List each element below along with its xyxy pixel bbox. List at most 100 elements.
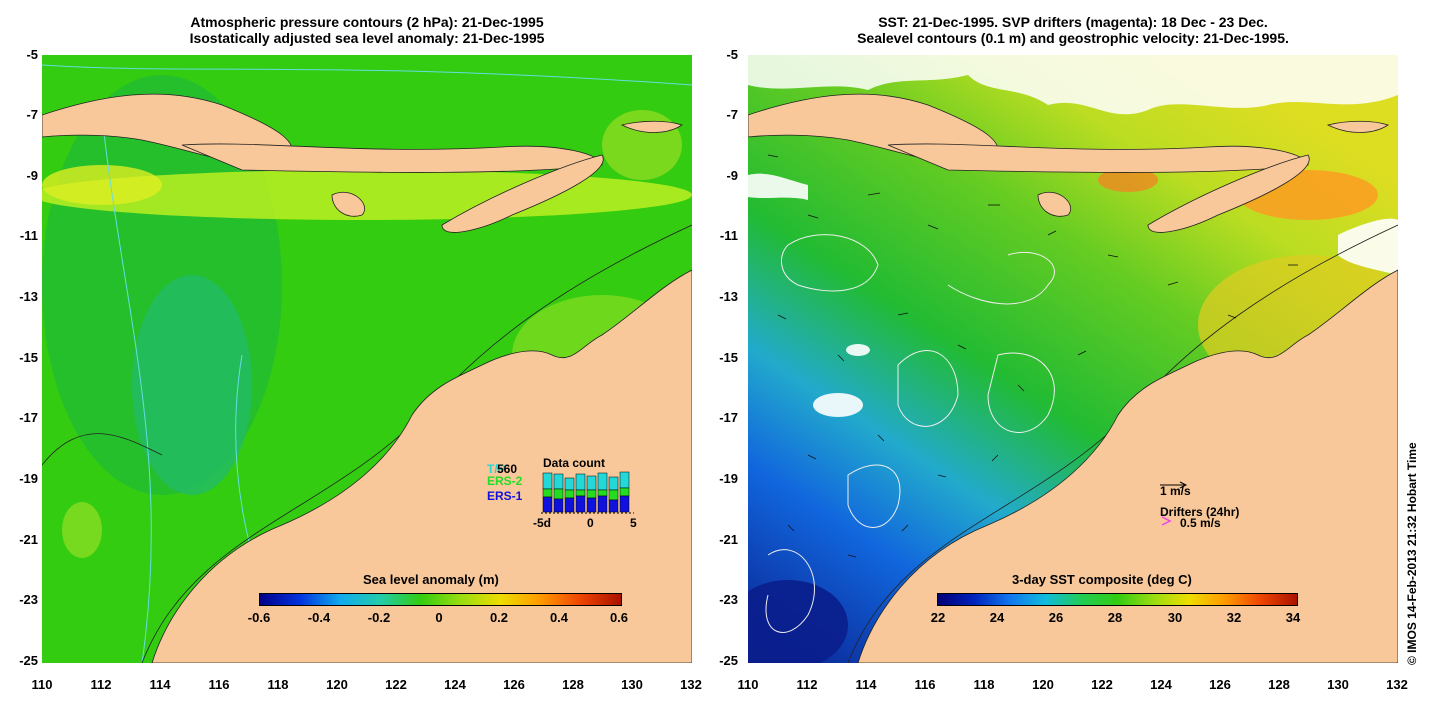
histogram-bar bbox=[575, 495, 586, 513]
histogram-bar bbox=[553, 473, 564, 490]
lon-tick: 112 bbox=[796, 677, 818, 692]
histogram-bar bbox=[608, 499, 619, 513]
sst-colorbar-label: 26 bbox=[1048, 610, 1064, 625]
velocity-arrow bbox=[957, 344, 967, 350]
lon-tick: 122 bbox=[385, 677, 407, 692]
lat-tick: -9 bbox=[26, 168, 38, 183]
island-lesser-sunda bbox=[887, 143, 1309, 173]
velocity-arrow bbox=[867, 192, 881, 196]
lon-tick: 132 bbox=[1386, 677, 1408, 692]
velocity-arrow bbox=[1107, 254, 1119, 258]
sst-colorbar-label: 28 bbox=[1107, 610, 1123, 625]
sla-colorbar-label: -0.2 bbox=[367, 610, 391, 625]
lon-tick: 128 bbox=[562, 677, 584, 692]
data-count-axis-label: 0 bbox=[587, 516, 594, 530]
sla-colorbar-label: -0.4 bbox=[307, 610, 331, 625]
sla-colorbar-label: -0.6 bbox=[247, 610, 271, 625]
lat-tick: -5 bbox=[26, 47, 38, 62]
lat-tick: -13 bbox=[19, 289, 38, 304]
lon-tick: 120 bbox=[326, 677, 348, 692]
histogram-bar bbox=[575, 473, 586, 491]
velocity-arrow bbox=[1077, 350, 1087, 356]
cloud-mask bbox=[813, 393, 863, 417]
sst-colorbar-label: 22 bbox=[930, 610, 946, 625]
australia-land bbox=[857, 269, 1398, 663]
velocity-arrow bbox=[837, 354, 845, 362]
lon-tick: 114 bbox=[855, 677, 877, 692]
sealevel-contour bbox=[765, 549, 815, 633]
australia-land bbox=[151, 269, 692, 663]
cloud-mask bbox=[748, 55, 1398, 115]
velocity-legend-arrow bbox=[1160, 481, 1188, 489]
sla-map-canvas bbox=[42, 55, 692, 663]
velocity-arrow bbox=[991, 454, 999, 462]
histogram-bar bbox=[564, 477, 575, 491]
data-count-histogram bbox=[541, 471, 634, 514]
velocity-arrow bbox=[767, 154, 779, 158]
lat-tick: -11 bbox=[719, 228, 738, 243]
data-count-title: Data count bbox=[543, 456, 606, 470]
lon-tick: 116 bbox=[208, 677, 230, 692]
lat-tick: -21 bbox=[719, 532, 738, 547]
island-timor bbox=[441, 154, 604, 233]
velocity-legend-label: 1 m/s bbox=[1160, 484, 1191, 498]
lat-tick: -17 bbox=[19, 410, 38, 425]
sst-colorbar-title: 3-day SST composite (deg C) bbox=[1012, 572, 1192, 587]
histogram-bar bbox=[608, 489, 619, 501]
histogram-bar bbox=[564, 489, 575, 499]
lat-tick: -19 bbox=[19, 471, 38, 486]
sla-colorbar-label: 0.4 bbox=[549, 610, 569, 625]
lon-tick: 118 bbox=[973, 677, 995, 692]
lat-tick: -17 bbox=[719, 410, 738, 425]
sla-low-core bbox=[132, 275, 252, 495]
lon-tick: 116 bbox=[914, 677, 936, 692]
sla-colorbar-title: Sea level anomaly (m) bbox=[363, 572, 499, 587]
pressure-contour bbox=[42, 64, 692, 86]
sla-colorbar-label: 0.6 bbox=[609, 610, 629, 625]
lon-tick: 132 bbox=[680, 677, 702, 692]
sla-colorbar-label: 0.2 bbox=[489, 610, 509, 625]
lat-tick: -15 bbox=[19, 350, 38, 365]
lon-tick: 110 bbox=[737, 677, 759, 692]
sst-map-canvas bbox=[748, 55, 1398, 663]
lat-tick: -5 bbox=[726, 47, 738, 62]
lon-tick: 118 bbox=[267, 677, 289, 692]
sst-colorbar bbox=[937, 593, 1298, 606]
histogram-bar bbox=[553, 498, 564, 513]
lat-tick: -23 bbox=[719, 592, 738, 607]
histogram-bar bbox=[619, 495, 630, 513]
sst-colorbar-label: 34 bbox=[1285, 610, 1301, 625]
ers1-label: ERS-1 bbox=[487, 489, 523, 503]
lat-tick: -9 bbox=[726, 168, 738, 183]
velocity-arrow bbox=[807, 214, 819, 219]
lon-tick: 130 bbox=[621, 677, 643, 692]
histogram-bar bbox=[597, 489, 608, 497]
drifter-legend-marker bbox=[1161, 516, 1172, 526]
velocity-arrow bbox=[1047, 230, 1057, 236]
lon-tick: 112 bbox=[90, 677, 112, 692]
lon-tick: 128 bbox=[1268, 677, 1290, 692]
histogram-bar bbox=[586, 475, 597, 491]
velocity-arrow bbox=[787, 524, 795, 532]
sealevel-contour bbox=[780, 234, 879, 292]
lat-tick: -25 bbox=[719, 653, 738, 668]
cloud-mask bbox=[748, 173, 808, 200]
island-tanimbar bbox=[620, 120, 683, 133]
lat-tick: -13 bbox=[719, 289, 738, 304]
lat-tick: -23 bbox=[19, 592, 38, 607]
sla-map bbox=[42, 55, 692, 663]
right-title-line2: Sealevel contours (0.1 m) and geostrophi… bbox=[857, 30, 1289, 46]
histogram-bar bbox=[586, 489, 597, 499]
histogram-bar bbox=[564, 497, 575, 513]
island-lesser-sunda bbox=[181, 143, 603, 173]
lat-tick: -15 bbox=[719, 350, 738, 365]
sst-cold-region bbox=[748, 580, 848, 663]
sealevel-contour bbox=[947, 251, 1055, 305]
sla-colorbar-label: 0 bbox=[435, 610, 443, 625]
histogram-bar bbox=[619, 487, 630, 497]
lon-tick: 114 bbox=[149, 677, 171, 692]
histogram-bar bbox=[586, 497, 597, 513]
sst-map bbox=[748, 55, 1398, 663]
sla-colorbar bbox=[259, 593, 622, 606]
imos-credit: © IMOS 14-Feb-2013 21:32 Hobart Time bbox=[1405, 442, 1419, 665]
